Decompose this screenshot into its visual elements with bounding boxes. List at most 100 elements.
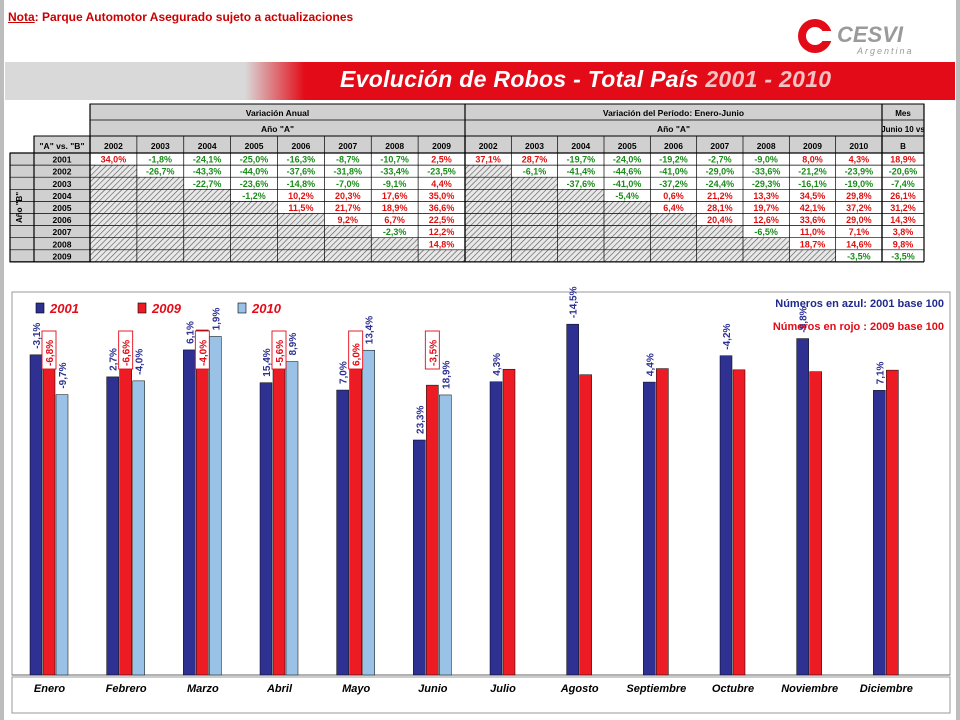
table-cell-hatched — [743, 237, 790, 250]
boxed-label-frame-Febrero — [118, 330, 134, 370]
table-cell-hatched — [324, 237, 372, 250]
table-cell-hatched — [90, 213, 137, 226]
table-cell-hatched — [604, 225, 651, 238]
variation-table: Variación Anual Año "A" Variación del Perí… — [9, 103, 925, 263]
table-cell-annual: -7,0% — [336, 179, 360, 189]
title-main: Evolución de Robos - Total País — [340, 66, 699, 92]
bar-2009-Noviembre — [809, 371, 822, 676]
bar-2009-Abril — [272, 337, 286, 676]
table-group-month-3: B — [900, 142, 906, 151]
logo-sub-text: Argentina — [856, 46, 914, 56]
title-years: 2001 - 2010 — [705, 66, 832, 92]
table-cell-period: -19,7% — [567, 155, 596, 165]
table-cell-hatched — [183, 189, 231, 202]
table-col-period-2009: 2009 — [803, 141, 822, 151]
legend-label-2001: 2001 — [49, 301, 79, 316]
table-cell-period: 42,1% — [800, 203, 826, 213]
table-row-year-2004: 2004 — [53, 191, 72, 201]
table-cell-hatched — [604, 237, 651, 250]
table-cell-hatched — [650, 225, 697, 238]
table-cell-period: 34,5% — [800, 191, 826, 201]
logo-ring-gap — [815, 31, 833, 41]
title-band — [5, 62, 955, 100]
table-cell-hatched — [557, 189, 604, 202]
table-cell-hatched — [277, 237, 325, 250]
category-label-Agosto: Agosto — [560, 683, 599, 695]
table-cell-hatched — [465, 165, 512, 178]
legend-swatch-2001 — [35, 302, 45, 314]
table-cell-hatched — [511, 237, 558, 250]
table-group-period-sub: Año "A" — [657, 124, 690, 134]
table-cell-annual: -31,8% — [334, 167, 363, 177]
logo-main-text: CESVI — [837, 22, 904, 47]
table-cell-period: 0,6% — [663, 191, 684, 201]
table-col-period-2004: 2004 — [571, 141, 590, 151]
table-cell-hatched — [136, 201, 184, 214]
table-cell-month: 9,8% — [893, 239, 914, 249]
table-col-annual-2008: 2008 — [385, 141, 404, 151]
table-cell-annual: 9,2% — [338, 215, 359, 225]
table-row-axis-label: Año "B" — [15, 192, 24, 223]
data-label-2001-Julio: 4,3% — [492, 353, 503, 376]
bar-2010-Mayo — [362, 349, 375, 676]
table-rowyears-bg — [33, 152, 91, 263]
table-cell-annual: -1,8% — [149, 155, 173, 165]
data-label-2010-vs-2009-Febrero: -6,6% — [122, 340, 133, 366]
table-cell-hatched — [277, 249, 325, 262]
category-label-Marzo: Marzo — [187, 683, 219, 695]
bar-2009-Junio — [426, 384, 439, 676]
category-label-Septiembre: Septiembre — [626, 683, 686, 695]
right-border — [956, 0, 960, 720]
data-label-2010-vs-2009-Junio: -3,5% — [428, 340, 439, 366]
table-cell-hatched — [90, 237, 137, 250]
table-cell-annual: 6,7% — [384, 215, 405, 225]
table-cell-hatched — [557, 213, 604, 226]
table-cell-period: -41,4% — [567, 167, 596, 177]
bar-2009-Diciembre — [886, 369, 899, 676]
note-text: : Parque Automotor Asegurado sujeto a ac… — [34, 10, 354, 24]
data-label-2001-Octubre: -4,2% — [722, 323, 733, 349]
table-cell-hatched — [324, 225, 372, 238]
table-cell-hatched — [511, 189, 558, 202]
table-cell-period: -19,0% — [845, 179, 874, 189]
table-cell-annual: 35,0% — [429, 191, 455, 201]
table-cell-hatched — [650, 213, 697, 226]
data-label-2001-Enero: -3,1% — [32, 323, 43, 349]
table-cell-period: -29,3% — [752, 179, 781, 189]
table-cell-period: 33,6% — [800, 215, 826, 225]
table-cell-annual: 18,9% — [382, 203, 408, 213]
bar-2009-Mayo — [349, 368, 362, 676]
table-cell-month: 14,3% — [890, 215, 916, 225]
category-label-Febrero: Febrero — [106, 683, 147, 695]
bar-2010-Enero — [55, 394, 69, 676]
category-label-Enero: Enero — [34, 683, 65, 695]
left-border — [0, 0, 4, 720]
table-group-annual-sub: Año "A" — [261, 124, 294, 134]
page-title: Evolución de Robos - Total País 2001 - 2… — [340, 66, 831, 93]
table-cell-annual: -9,1% — [383, 179, 407, 189]
table-cell-period: -44,6% — [613, 167, 642, 177]
table-cell-hatched — [743, 249, 790, 262]
table-cell-period: 12,6% — [753, 215, 779, 225]
table-corner-label: "A" vs. "B" — [40, 141, 85, 151]
table-cell-hatched — [650, 237, 697, 250]
table-cell-period: -16,1% — [798, 179, 827, 189]
table-cell-annual: -33,4% — [380, 167, 409, 177]
bar-2001-Abril — [259, 382, 273, 676]
table-col-annual-2009: 2009 — [432, 141, 451, 151]
table-cell-annual: 10,2% — [288, 191, 314, 201]
table-col-annual-2004: 2004 — [198, 141, 217, 151]
category-label-Junio: Junio — [418, 683, 448, 695]
table-cell-hatched — [557, 225, 604, 238]
table-cell-annual: 4,4% — [431, 179, 452, 189]
table-cell-hatched — [418, 249, 465, 262]
table-cell-hatched — [90, 201, 137, 214]
table-cell-period: -5,4% — [615, 191, 639, 201]
data-label-2010-Junio: 18,9% — [441, 360, 452, 388]
table-cell-period: -24,0% — [613, 155, 642, 165]
data-label-2010-Mayo: 13,4% — [365, 316, 376, 344]
bar-2009-Enero — [42, 364, 56, 676]
table-cell-hatched — [90, 225, 137, 238]
table-group-annual: Variación Anual — [246, 108, 309, 118]
table-group-month-1: Mes — [895, 109, 911, 118]
